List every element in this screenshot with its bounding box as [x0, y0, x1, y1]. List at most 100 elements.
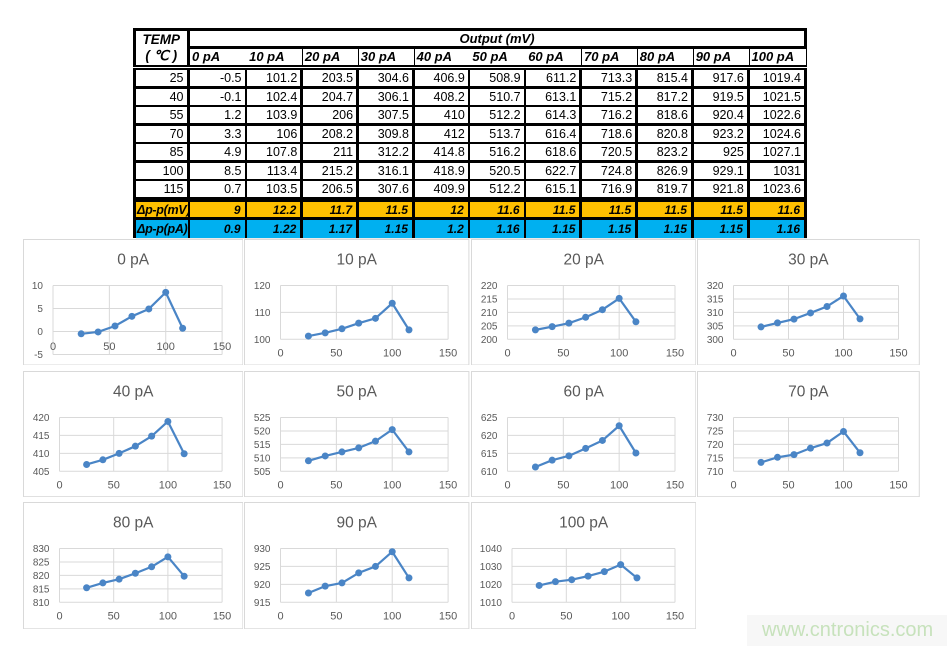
svg-text:100: 100: [611, 611, 629, 623]
svg-text:725: 725: [707, 427, 724, 438]
svg-text:5: 5: [37, 303, 43, 314]
svg-text:0: 0: [504, 480, 510, 492]
svg-text:0 pA: 0 pA: [117, 251, 150, 268]
svg-text:625: 625: [481, 413, 498, 424]
svg-text:215: 215: [481, 294, 498, 305]
svg-text:410: 410: [33, 449, 50, 460]
svg-text:1040: 1040: [479, 544, 502, 555]
svg-text:100: 100: [254, 334, 271, 345]
svg-text:150: 150: [890, 347, 908, 359]
svg-text:220: 220: [481, 281, 498, 292]
svg-text:1010: 1010: [479, 598, 502, 609]
svg-text:150: 150: [890, 480, 908, 492]
svg-text:830: 830: [33, 544, 50, 555]
svg-text:30 pA: 30 pA: [788, 251, 829, 268]
svg-text:305: 305: [707, 321, 724, 332]
svg-text:100: 100: [159, 480, 177, 492]
svg-text:915: 915: [254, 598, 271, 609]
svg-text:100: 100: [610, 347, 628, 359]
svg-text:-5: -5: [34, 349, 43, 360]
svg-text:10: 10: [32, 281, 44, 292]
svg-text:150: 150: [439, 611, 457, 623]
svg-text:50: 50: [783, 347, 795, 359]
svg-text:150: 150: [666, 347, 684, 359]
svg-text:0: 0: [504, 347, 510, 359]
svg-text:150: 150: [666, 480, 684, 492]
svg-text:510: 510: [254, 454, 271, 465]
svg-text:50: 50: [557, 347, 569, 359]
svg-text:300: 300: [707, 334, 724, 345]
svg-text:825: 825: [33, 557, 50, 568]
svg-text:100: 100: [835, 347, 853, 359]
svg-text:415: 415: [33, 431, 50, 442]
svg-text:60 pA: 60 pA: [563, 384, 604, 401]
svg-text:420: 420: [33, 413, 50, 424]
svg-text:310: 310: [707, 307, 724, 318]
svg-text:90 pA: 90 pA: [337, 515, 378, 532]
svg-text:205: 205: [481, 321, 498, 332]
svg-text:610: 610: [481, 467, 498, 478]
svg-text:40 pA: 40 pA: [113, 384, 154, 401]
svg-text:20 pA: 20 pA: [563, 251, 604, 268]
svg-text:715: 715: [707, 454, 724, 465]
svg-text:80 pA: 80 pA: [113, 515, 154, 532]
svg-text:925: 925: [254, 562, 271, 573]
svg-text:0: 0: [509, 611, 515, 623]
svg-text:70 pA: 70 pA: [788, 384, 829, 401]
svg-text:1020: 1020: [479, 580, 502, 591]
svg-text:730: 730: [707, 413, 724, 424]
svg-text:100: 100: [383, 347, 401, 359]
svg-text:110: 110: [255, 307, 271, 318]
svg-text:150: 150: [439, 480, 457, 492]
svg-text:120: 120: [254, 281, 271, 292]
svg-text:100: 100: [610, 480, 628, 492]
svg-text:315: 315: [707, 294, 724, 305]
svg-text:50: 50: [331, 347, 343, 359]
svg-text:505: 505: [254, 467, 271, 478]
svg-text:720: 720: [707, 440, 724, 451]
svg-text:150: 150: [666, 611, 684, 623]
svg-text:50: 50: [331, 480, 343, 492]
svg-text:0: 0: [278, 611, 284, 623]
svg-text:100: 100: [835, 480, 853, 492]
svg-text:1030: 1030: [479, 562, 502, 573]
svg-text:930: 930: [254, 544, 271, 555]
svg-text:10 pA: 10 pA: [337, 251, 378, 268]
svg-text:0: 0: [278, 480, 284, 492]
svg-text:515: 515: [254, 440, 271, 451]
svg-text:520: 520: [254, 427, 271, 438]
svg-text:0: 0: [37, 326, 43, 337]
svg-text:210: 210: [481, 307, 498, 318]
svg-text:810: 810: [33, 598, 50, 609]
svg-text:405: 405: [33, 467, 50, 478]
svg-text:0: 0: [731, 347, 737, 359]
svg-text:920: 920: [254, 580, 271, 591]
svg-text:100: 100: [383, 611, 401, 623]
svg-text:100 pA: 100 pA: [559, 514, 609, 531]
svg-text:50: 50: [103, 340, 115, 352]
svg-text:50 pA: 50 pA: [337, 384, 378, 401]
svg-text:50: 50: [331, 611, 343, 623]
svg-text:50: 50: [107, 480, 119, 492]
svg-text:620: 620: [481, 431, 498, 442]
svg-text:0: 0: [731, 480, 737, 492]
svg-text:150: 150: [213, 340, 231, 352]
svg-text:710: 710: [707, 467, 724, 478]
svg-text:50: 50: [107, 611, 119, 623]
svg-text:150: 150: [213, 611, 231, 623]
svg-text:815: 815: [33, 584, 50, 595]
svg-text:200: 200: [481, 334, 498, 345]
svg-text:100: 100: [383, 480, 401, 492]
svg-text:50: 50: [560, 611, 572, 623]
svg-text:0: 0: [56, 480, 62, 492]
svg-text:0: 0: [56, 611, 62, 623]
svg-text:615: 615: [481, 449, 498, 460]
svg-text:525: 525: [254, 413, 271, 424]
svg-text:50: 50: [557, 480, 569, 492]
svg-text:50: 50: [783, 480, 795, 492]
svg-text:320: 320: [707, 281, 724, 292]
svg-text:0: 0: [278, 347, 284, 359]
svg-text:0: 0: [50, 340, 56, 352]
svg-text:820: 820: [33, 571, 50, 582]
svg-text:100: 100: [156, 340, 174, 352]
